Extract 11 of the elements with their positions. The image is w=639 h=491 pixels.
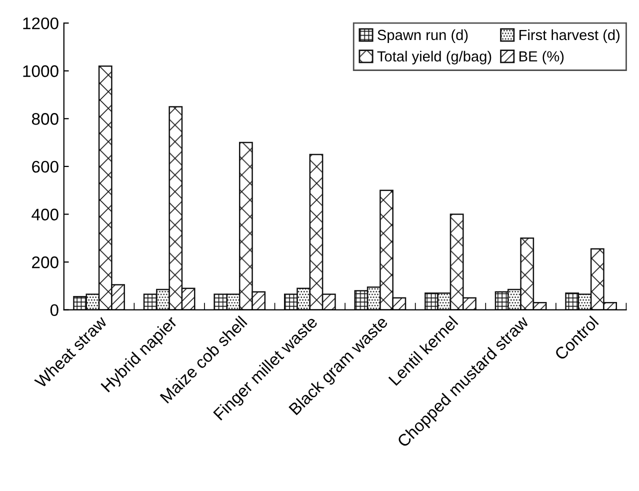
y-tick-label: 400 bbox=[32, 208, 58, 220]
y-tick-label: 0 bbox=[50, 304, 58, 316]
y-tick-label: 600 bbox=[32, 160, 58, 173]
legend-label: Total yield (g/bag) bbox=[377, 50, 492, 64]
legend-label: Spawn run (d) bbox=[378, 29, 468, 44]
y-tick-label: 200 bbox=[32, 256, 58, 268]
y-tick-label: 1200 bbox=[23, 17, 58, 30]
legend-label: First harvest (d) bbox=[519, 29, 620, 44]
legend-label: BE (%) bbox=[519, 50, 564, 64]
y-tick-label: 800 bbox=[32, 113, 58, 125]
y-tick-label: 1000 bbox=[23, 65, 58, 78]
